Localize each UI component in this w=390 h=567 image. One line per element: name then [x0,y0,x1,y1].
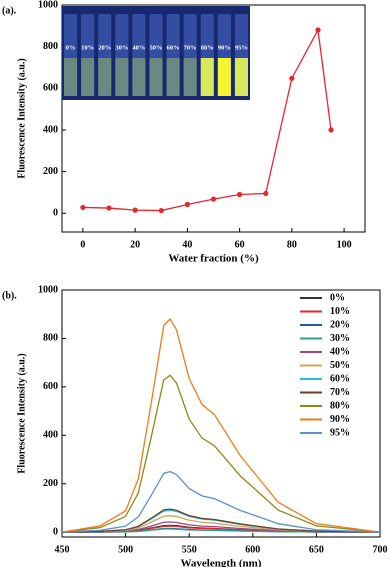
y-tick-label: 1000 [38,284,58,295]
y-tick-label: 800 [43,41,58,52]
x-tick-label: 0 [80,239,85,250]
data-point [263,190,269,197]
y-tick-label: 200 [43,166,58,177]
vial-liquid [200,58,214,96]
inset-label: 40% [132,44,145,51]
x-tick-label: 450 [55,544,70,555]
vial-liquid [81,58,95,96]
panel-label: (a). [2,5,17,16]
x-tick-label: 40 [182,239,192,250]
y-tick-label: 800 [43,333,58,344]
x-tick-label: 80 [287,239,297,250]
y-tick-label: 0 [53,208,58,219]
vial-liquid [115,58,129,96]
spectrum-line [61,374,381,533]
legend-label: 30% [330,333,350,344]
x-tick-label: 600 [245,544,260,555]
plot-frame [61,289,381,538]
data-point [210,196,217,202]
vial-liquid [64,58,78,96]
x-tick-label: 500 [118,544,133,555]
y-tick-label: 1000 [38,0,58,10]
inset-label: 70% [184,44,197,51]
inset-label: 30% [115,44,128,51]
data-point [237,191,243,198]
legend-label: 20% [330,319,350,330]
inset-label: 0% [66,44,76,51]
x-tick-label: 700 [373,544,388,555]
inset-label: 80% [201,44,214,51]
vial-liquid [98,58,112,96]
y-axis-label: Fluorescence Intensity (a.u.) [16,58,27,178]
x-tick-label: 550 [182,544,197,555]
vial-liquid [132,58,146,96]
inset-label: 50% [150,44,163,51]
data-point [80,204,86,211]
spectrum-line [61,521,381,533]
x-axis-label: Wavelength (nm) [181,558,262,567]
y-axis-label: Fluorescence Intensity (a.u.) [16,353,27,473]
y-tick-label: 600 [43,83,58,94]
data-point [132,207,138,213]
plot-frame [61,4,366,233]
y-tick-label: 400 [43,430,58,441]
data-point [328,127,334,133]
legend-label: 80% [330,400,350,411]
vial-liquid [166,58,180,96]
legend-label: 0% [330,292,345,303]
vial-liquid [183,58,197,96]
legend-label: 90% [330,414,350,425]
legend-label: 95% [330,427,350,438]
x-tick-label: 650 [309,544,324,555]
y-tick-label: 0 [53,526,58,537]
inset-label: 20% [98,44,111,51]
spectrum-line [62,528,381,533]
y-tick-label: 400 [43,124,58,135]
x-tick-label: 20 [130,239,140,250]
legend-label: 10% [330,306,350,317]
data-point [315,27,321,33]
vial-liquid [217,58,231,96]
x-tick-label: 60 [235,239,245,250]
legend-label: 70% [330,387,350,398]
spectrum-line [61,318,381,533]
spectrum-line [61,508,381,533]
panel-label: (b). [2,290,17,301]
legend-label: 50% [330,360,350,371]
data-point [106,205,112,211]
spectrum-line [61,515,381,533]
inset-label: 60% [167,44,180,51]
x-tick-label: 100 [337,239,352,250]
legend-label: 40% [330,346,350,357]
y-tick-label: 200 [43,478,58,489]
data-point [158,207,164,214]
legend-label: 60% [330,373,350,384]
spectrum-line [61,470,381,533]
vial-liquid [149,58,163,96]
y-tick-label: 600 [43,381,58,392]
inset-label: 10% [81,44,94,51]
data-point [289,75,295,81]
vial-liquid [234,58,248,96]
data-point [184,201,190,208]
inset-label: 95% [235,44,248,51]
inset-label: 90% [218,44,231,51]
x-axis-label: Water fraction (%) [168,253,259,265]
